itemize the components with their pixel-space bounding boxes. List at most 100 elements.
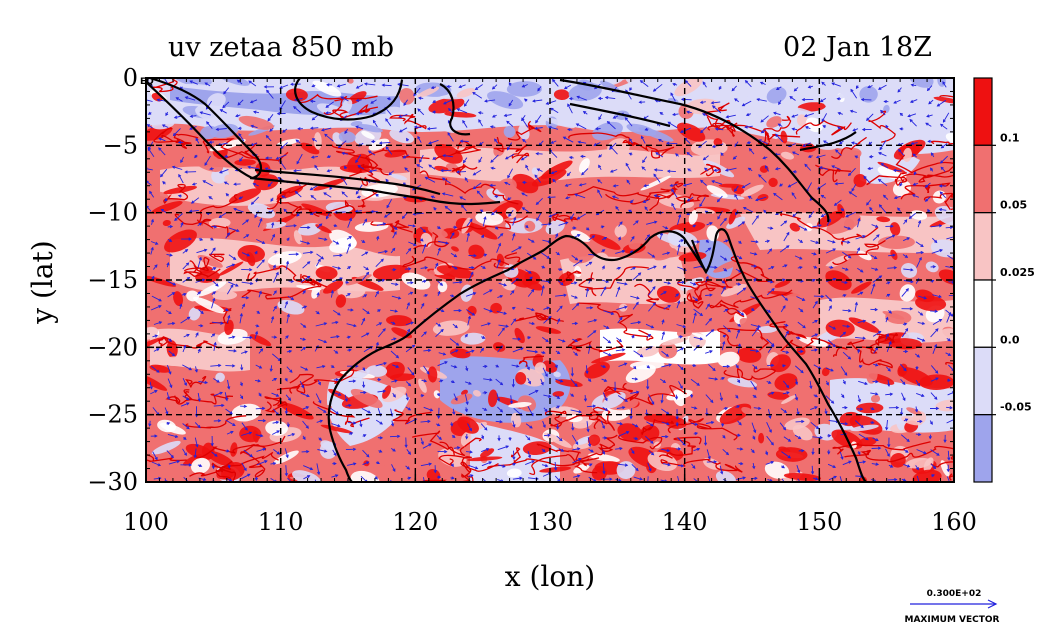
vorticity-cell (386, 315, 413, 327)
wind-vector (525, 435, 531, 441)
vorticity-cell (858, 476, 868, 482)
wind-vector (152, 334, 159, 338)
vorticity-cell (661, 336, 689, 346)
contour-line (152, 78, 178, 93)
wind-vector (223, 181, 230, 185)
vorticity-cell (206, 450, 235, 467)
wind-vector (735, 405, 741, 409)
wind-vector (476, 190, 484, 198)
wind-vector (912, 182, 918, 186)
wind-vector (543, 394, 552, 398)
wind-vector (377, 436, 384, 440)
wind-vector (630, 448, 635, 455)
vorticity-cell (785, 283, 814, 296)
wind-vector (241, 303, 245, 309)
vorticity-cell (426, 468, 441, 482)
vorticity-cell (524, 220, 536, 232)
map-gridlines (146, 78, 954, 482)
wind-vector (286, 313, 290, 324)
wind-vector (198, 380, 209, 385)
wind-vector (528, 389, 539, 396)
vorticity-cell (741, 406, 755, 416)
wind-vector (497, 445, 510, 451)
wind-vector (450, 349, 459, 354)
wind-vector (854, 301, 858, 313)
wind-vector (273, 250, 278, 254)
wind-vector (682, 182, 693, 187)
wind-vector (691, 463, 696, 469)
wind-vector (198, 237, 204, 241)
wind-vector (441, 177, 451, 184)
wind-vector (271, 392, 280, 397)
wind-vector (368, 169, 377, 173)
wind-vector (705, 247, 712, 253)
wind-vector (765, 165, 769, 172)
wind-vector (779, 422, 787, 431)
wind-vector (158, 137, 166, 142)
wind-vector (317, 380, 321, 386)
wind-vector (855, 336, 866, 340)
wind-vector (323, 192, 332, 198)
wind-vector (647, 252, 656, 258)
wind-vector (478, 119, 483, 127)
wind-vector (451, 434, 456, 438)
wind-vector (240, 404, 248, 408)
wind-vector (745, 113, 751, 117)
wind-vector (293, 169, 302, 173)
wind-vector (782, 391, 790, 395)
wind-vector (843, 226, 852, 230)
wind-vector (225, 408, 233, 415)
wind-vector (813, 294, 825, 299)
wind-vector (223, 154, 229, 159)
wind-vector (190, 197, 200, 204)
wind-vector (242, 335, 253, 340)
vorticity-cell (628, 238, 641, 250)
wind-vector (179, 303, 183, 310)
y-tick-label: 0 (123, 64, 138, 92)
wind-vector (456, 108, 468, 114)
wind-vector (783, 436, 792, 442)
wind-vector (199, 111, 211, 116)
wind-vector (405, 381, 412, 387)
wind-vector (345, 447, 357, 451)
y-axis-label: y (lat) (26, 240, 59, 324)
wind-vector (789, 96, 796, 101)
wind-vector (468, 254, 477, 258)
wind-vector (828, 265, 834, 269)
wind-vector (491, 210, 498, 216)
wind-vector (333, 223, 338, 228)
contour-line (832, 239, 886, 265)
wind-vector (723, 406, 729, 411)
wind-vector (495, 378, 504, 386)
wind-vector (300, 225, 311, 230)
wind-vector (708, 364, 716, 372)
wind-vector (674, 293, 680, 298)
wind-vector (299, 337, 307, 341)
wind-vector (272, 290, 277, 296)
wind-vector (631, 423, 639, 428)
wind-vector (571, 321, 579, 326)
wind-vector (737, 323, 741, 327)
wind-vector (241, 252, 251, 257)
contour-line (331, 144, 379, 177)
wind-vector (452, 225, 458, 229)
wind-vector (646, 379, 650, 390)
wind-vector (435, 423, 441, 427)
wind-vector (849, 109, 857, 113)
wind-vector (330, 364, 335, 368)
wind-vector (573, 474, 581, 478)
wind-vector (271, 222, 275, 228)
wind-vector (503, 113, 512, 118)
wind-vector (731, 85, 737, 92)
wind-vector (464, 381, 472, 385)
wind-vector (699, 196, 706, 208)
wind-vector (587, 378, 592, 382)
wind-vector (316, 364, 326, 369)
wind-vector (661, 319, 665, 325)
vorticity-cell (905, 457, 932, 469)
wind-vector (247, 165, 259, 170)
wind-vector (225, 232, 230, 239)
wind-vector (526, 307, 535, 312)
wind-vector (464, 407, 468, 413)
wind-vector (243, 449, 253, 458)
